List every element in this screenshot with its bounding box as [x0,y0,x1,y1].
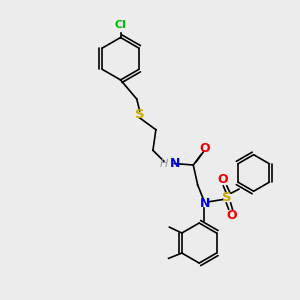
Text: Cl: Cl [115,20,127,30]
Text: N: N [200,197,210,210]
Text: H: H [160,158,169,169]
Text: O: O [200,142,210,155]
Text: O: O [218,173,228,186]
Text: O: O [226,209,237,222]
Text: S: S [222,191,232,205]
Text: N: N [170,157,180,170]
Text: S: S [135,108,145,121]
